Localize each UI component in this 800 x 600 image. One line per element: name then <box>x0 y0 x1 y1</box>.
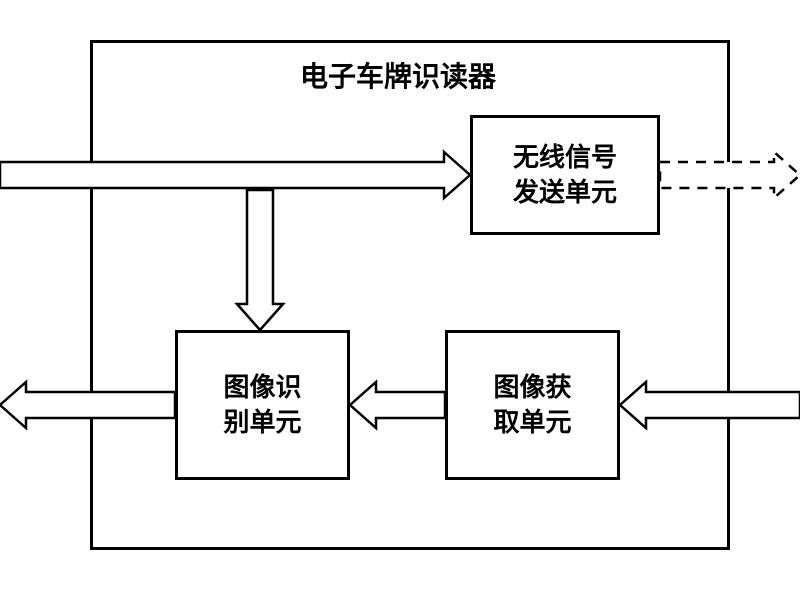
node-image-acquisition: 图像获 取单元 <box>445 330 620 480</box>
node-image-recognition: 图像识 别单元 <box>175 330 350 480</box>
node-wireless-label: 无线信号 发送单元 <box>513 140 617 210</box>
node-wireless-sender: 无线信号 发送单元 <box>470 115 660 235</box>
node-image-acquisition-label: 图像获 取单元 <box>493 370 571 440</box>
diagram-title: 电子车牌识读器 <box>300 55 496 95</box>
node-image-recognition-label: 图像识 别单元 <box>223 370 301 440</box>
